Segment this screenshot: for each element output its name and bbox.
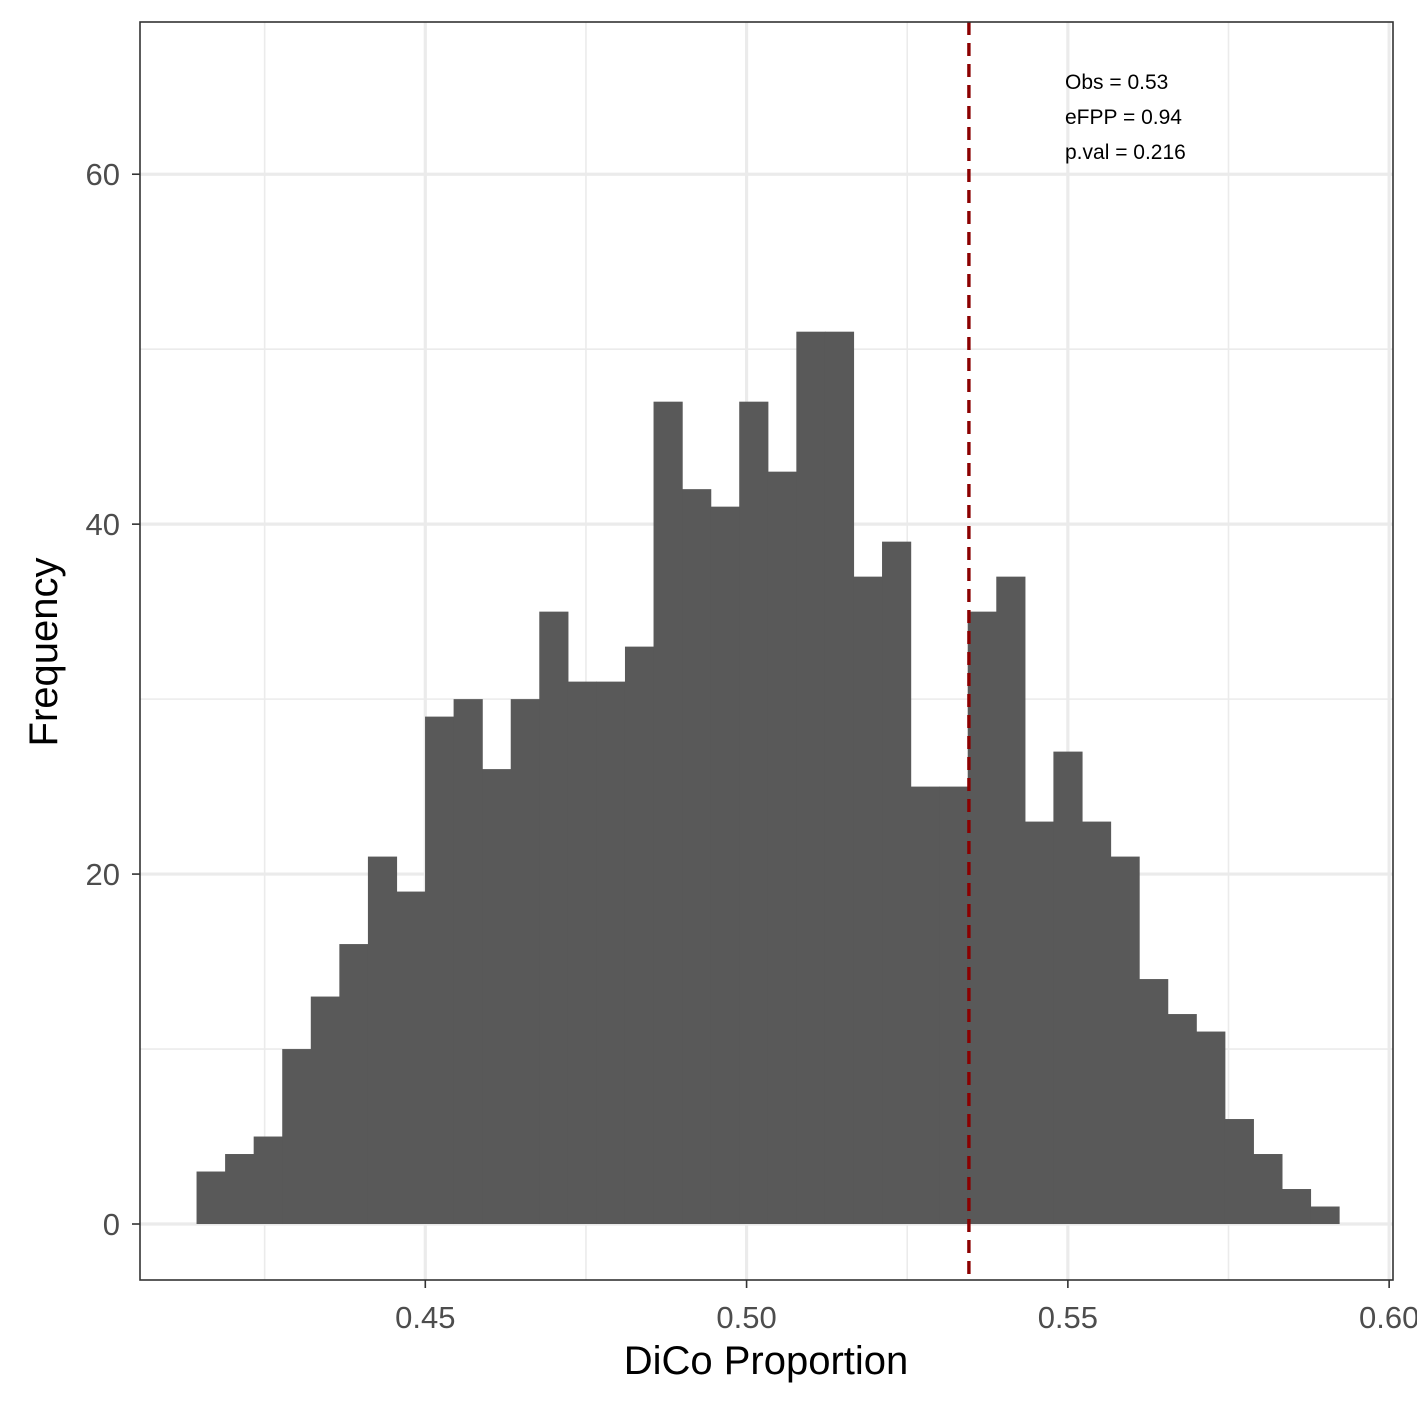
histogram-bar xyxy=(910,786,940,1225)
annotation-pval: p.val = 0.216 xyxy=(1065,141,1186,164)
histogram-bar xyxy=(1310,1206,1340,1225)
histogram-bar xyxy=(682,489,712,1225)
histogram-bar xyxy=(596,681,626,1225)
histogram-bar xyxy=(482,769,512,1225)
y-tick-label: 20 xyxy=(86,857,120,892)
histogram-bar xyxy=(853,576,883,1225)
histogram-bar xyxy=(1081,821,1112,1225)
histogram-bar xyxy=(1053,751,1083,1225)
histogram-bar xyxy=(539,611,569,1225)
histogram-bar xyxy=(1253,1154,1283,1225)
histogram-bar xyxy=(425,716,455,1225)
y-tick-label: 0 xyxy=(103,1207,120,1242)
histogram-bar xyxy=(1024,821,1055,1225)
histogram-bar xyxy=(367,856,398,1225)
histogram-bar xyxy=(624,646,655,1225)
x-tick-label: 0.50 xyxy=(716,1300,776,1335)
histogram-bar xyxy=(339,944,369,1225)
histogram-bar xyxy=(253,1136,283,1225)
histogram-bar xyxy=(196,1171,226,1225)
histogram-bar xyxy=(967,611,997,1225)
x-axis-title: DiCo Proportion xyxy=(624,1339,909,1383)
x-tick-label: 0.45 xyxy=(395,1300,455,1335)
histogram-bar xyxy=(225,1154,255,1225)
histogram-bar xyxy=(567,681,598,1225)
y-tick-label: 60 xyxy=(86,157,120,192)
histogram-bar xyxy=(453,699,483,1225)
histogram-bar xyxy=(710,506,740,1225)
y-axis-title: Frequency xyxy=(22,558,66,747)
x-tick-label: 0.60 xyxy=(1359,1300,1417,1335)
panel-border xyxy=(139,21,1394,1281)
histogram-bar xyxy=(310,996,340,1225)
annotation-efpp: eFPP = 0.94 xyxy=(1065,106,1182,129)
annotation-block: Obs = 0.53 eFPP = 0.94 p.val = 0.216 xyxy=(1065,71,1186,164)
histogram-bar xyxy=(996,576,1026,1225)
histogram-bar xyxy=(1196,1031,1226,1225)
histogram-bar xyxy=(1110,856,1140,1225)
histogram-bar xyxy=(1167,1014,1197,1225)
histogram-bar xyxy=(1139,979,1169,1225)
histogram-bar xyxy=(739,401,769,1225)
y-axis: 0 20 40 60 xyxy=(86,157,140,1242)
histogram-bar xyxy=(796,331,826,1225)
histogram-bar xyxy=(939,786,969,1225)
x-tick-label: 0.55 xyxy=(1038,1300,1098,1335)
annotation-obs: Obs = 0.53 xyxy=(1065,71,1168,94)
histogram-bar xyxy=(1224,1119,1254,1225)
histogram-bar xyxy=(824,331,855,1225)
histogram-bar xyxy=(1281,1189,1312,1225)
histogram-bar xyxy=(653,401,683,1225)
histogram-bar xyxy=(767,471,797,1225)
y-tick-label: 40 xyxy=(86,507,120,542)
histogram-bar xyxy=(510,699,540,1225)
histogram-bars xyxy=(196,331,1340,1225)
x-axis: 0.45 0.50 0.55 0.60 xyxy=(395,1280,1417,1335)
histogram-bar xyxy=(882,541,912,1225)
histogram-bar xyxy=(282,1049,312,1225)
histogram-bar xyxy=(396,891,426,1225)
